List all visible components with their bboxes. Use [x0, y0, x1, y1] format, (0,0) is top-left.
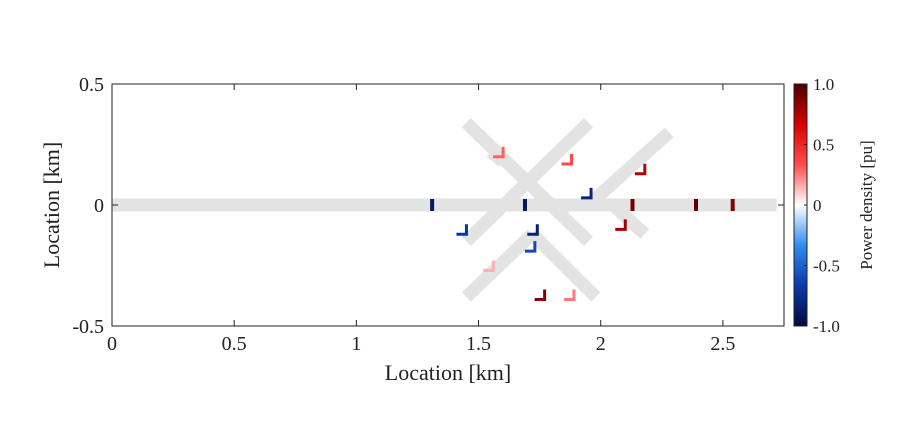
pipe-right-upper-branch [584, 127, 674, 210]
marker-corner-11 [634, 163, 647, 176]
colorbar-tick-label: -1.0 [813, 317, 840, 336]
marker-bar-4 [730, 199, 735, 211]
marker-corner-8 [581, 187, 593, 200]
colorbar-tick-label: -0.5 [813, 257, 840, 276]
colorbar-ticks: 1.0 0.5 0 -0.5 -1.0 [804, 75, 840, 336]
marker-corner-14 [534, 289, 547, 302]
marker-corner-6 [527, 224, 539, 236]
x-tick-label: 2.5 [710, 333, 735, 355]
marker-corner-12 [615, 219, 627, 231]
colorbar-tick-label: 0.5 [813, 136, 834, 155]
y-axis: -0.5 0 0.5 [72, 74, 784, 338]
x-tick-label: 2 [596, 333, 606, 355]
marker-bar-3 [694, 199, 699, 211]
y-tick-label: 0 [94, 195, 104, 217]
colorbar-tick-label: 0 [813, 196, 822, 215]
pipe-network [112, 118, 777, 302]
marker-corner-9 [493, 146, 505, 159]
marker-bar-2 [630, 199, 635, 211]
marker-corner-13 [483, 260, 495, 272]
marker-corner-15 [563, 289, 576, 302]
y-axis-title: Location [km] [39, 142, 64, 268]
marker-bar-0 [430, 199, 435, 211]
x-axis-title: Location [km] [385, 360, 511, 385]
x-axis: 0 0.5 1 1.5 2 2.5 [107, 84, 735, 355]
x-tick-label: 1 [351, 333, 361, 355]
x-tick-label: 1.5 [466, 333, 491, 355]
power-density-markers [430, 146, 735, 302]
marker-corner-5 [456, 224, 468, 236]
colorbar-title: Power density [pu] [857, 140, 876, 269]
y-tick-label: 0.5 [79, 74, 104, 96]
pipe-diagonal-ascending [461, 118, 594, 246]
pipe-right-lower-branch [608, 200, 650, 239]
colorbar-tick-label: 1.0 [813, 75, 834, 94]
marker-corner-7 [524, 241, 537, 253]
pipe-lower-left-branch [461, 229, 537, 302]
y-tick-label: -0.5 [72, 316, 104, 338]
marker-corner-10 [561, 154, 574, 166]
marker-bar-1 [522, 199, 527, 211]
x-tick-label: 0 [107, 333, 117, 355]
pipe-lower-right-branch [527, 229, 601, 302]
x-tick-label: 0.5 [222, 333, 247, 355]
